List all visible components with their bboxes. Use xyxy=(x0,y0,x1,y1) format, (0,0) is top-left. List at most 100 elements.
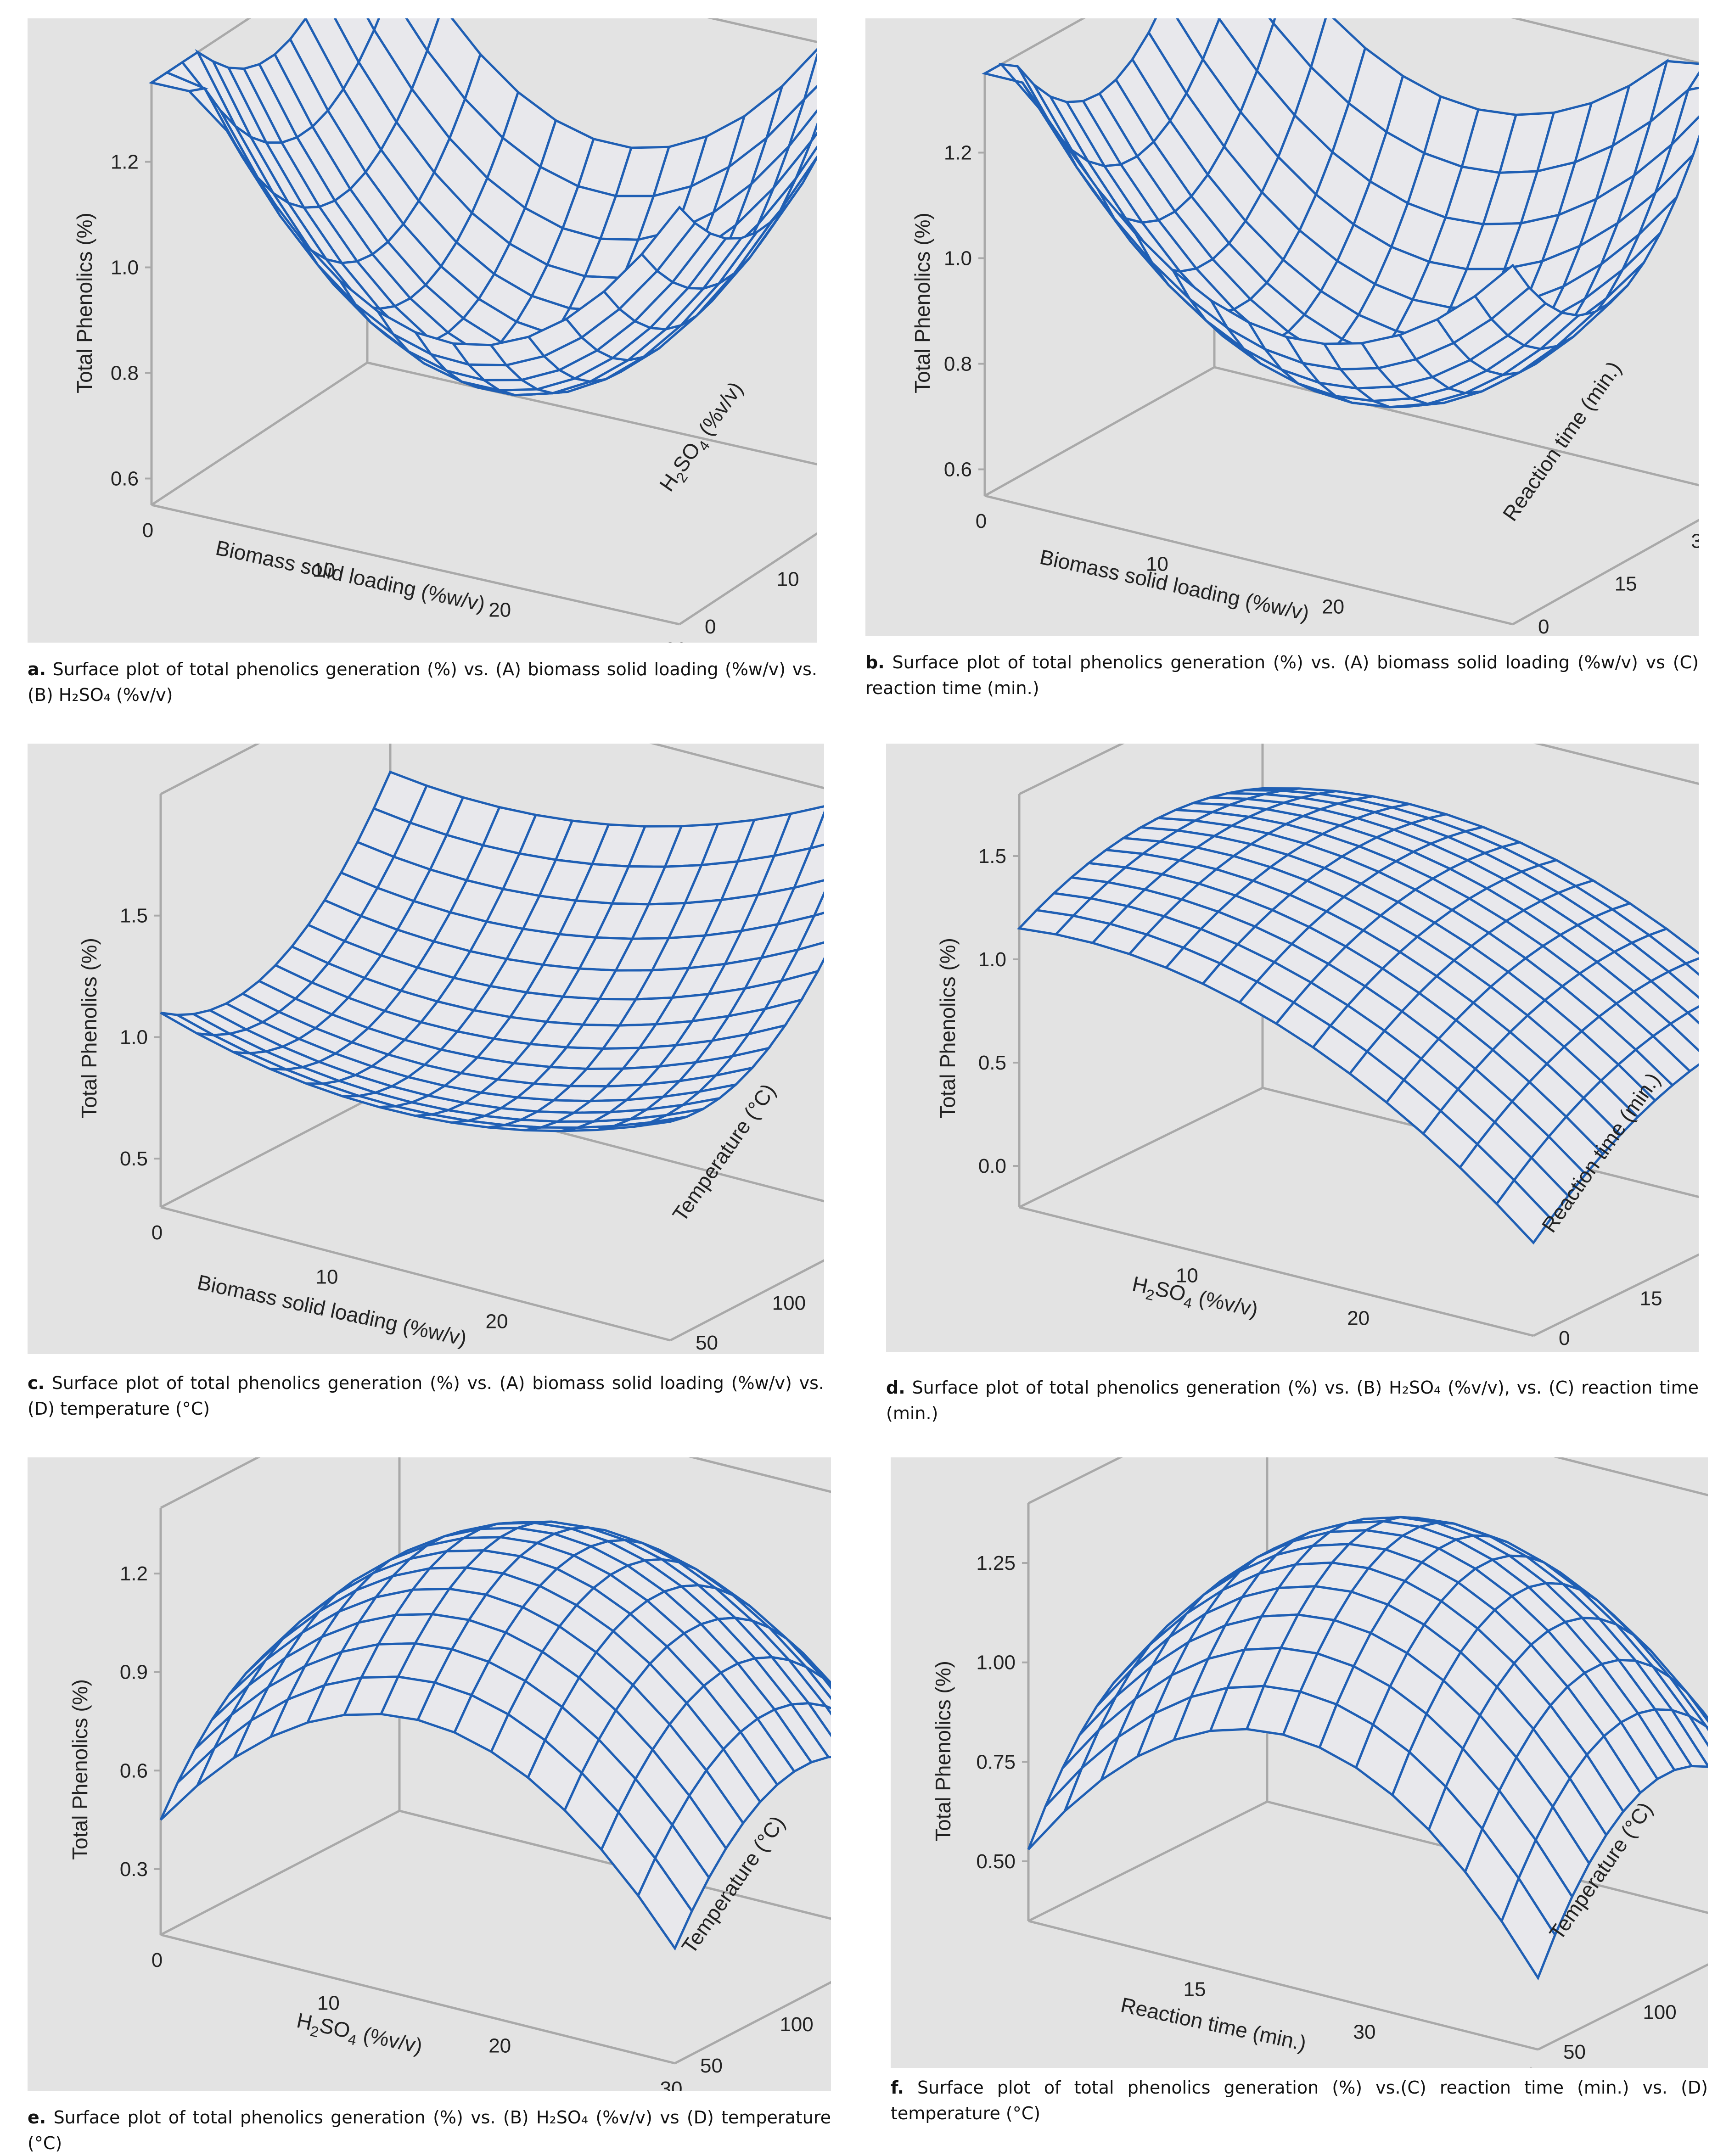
z-tick-label: 1.0 xyxy=(111,257,139,279)
z-tick-label: 1.0 xyxy=(944,247,972,270)
surface-cell xyxy=(1027,1767,1083,1850)
surface-mesh xyxy=(159,1520,831,1951)
panel-f: 0.500.751.001.2515304550100150200Total P… xyxy=(891,1457,1708,2068)
z-tick-label: 1.25 xyxy=(976,1552,1016,1574)
x-axis-label: Biomass solid loading (%w/v) xyxy=(1038,545,1311,625)
y-tick-label: 0 xyxy=(705,616,716,638)
surface-cell xyxy=(159,1747,216,1821)
z-tick-label: 0.50 xyxy=(976,1850,1016,1873)
axis-box-edge xyxy=(649,744,824,790)
axis-box-edge xyxy=(669,1259,824,1342)
x-tick-label: 10 xyxy=(1146,553,1168,575)
surface-plot-f: 0.500.751.001.2515304550100150200Total P… xyxy=(931,1457,1708,2068)
surface-cell xyxy=(637,1856,693,1951)
axis-box-edge xyxy=(160,1809,400,1936)
x-axis-label: Biomass solid loading (%w/v) xyxy=(213,536,487,616)
z-tick-label: 0.0 xyxy=(978,1155,1006,1177)
surface-cell xyxy=(808,810,824,850)
caption-e: e. Surface plot of total phenolics gener… xyxy=(28,2107,831,2153)
y-tick-label: 100 xyxy=(1643,2001,1676,2023)
axis-box-edge xyxy=(1027,1457,1123,1505)
y-tick-label: 0 xyxy=(1538,616,1549,636)
axis-box-edge xyxy=(1019,1206,1534,1337)
y-tick-label: 100 xyxy=(780,2013,813,2036)
axis-box-edge xyxy=(1018,744,1125,795)
caption-f: f. Surface plot of total phenolics gener… xyxy=(891,2078,1708,2123)
surface-cell xyxy=(1473,263,1531,321)
x-tick-label: 0 xyxy=(142,519,153,542)
y-tick-label: 30 xyxy=(1691,530,1699,552)
axis-box-edge xyxy=(674,1981,831,2065)
axis-box-edge xyxy=(151,361,368,506)
axis-box-edge xyxy=(984,18,1086,75)
surface-mesh xyxy=(148,18,817,397)
axis-box-edge xyxy=(984,494,1513,626)
z-tick-label: 0.8 xyxy=(944,353,972,375)
surface-mesh xyxy=(1016,787,1699,1245)
x-tick-label: 20 xyxy=(1347,1307,1370,1330)
axis-box-edge xyxy=(160,1933,675,2065)
x-tick-label: 20 xyxy=(488,599,511,621)
x-tick-label: 30 xyxy=(1519,1350,1541,1352)
surface-mesh xyxy=(982,18,1699,409)
surface-plot-d: 0.00.51.01.51020300153045Total Phenolics… xyxy=(936,744,1699,1352)
axis-box-edge xyxy=(707,18,817,44)
z-axis-label: Total Phenolics (%) xyxy=(73,213,96,393)
x-tick-label: 20 xyxy=(486,1310,508,1333)
x-tick-label: 30 xyxy=(1353,2021,1376,2044)
axis-box-edge xyxy=(1028,1920,1538,2051)
panel-b: 0.60.81.01.201020300153045Total Phenolic… xyxy=(865,18,1699,636)
z-axis-label: Total Phenolics (%) xyxy=(77,938,101,1119)
x-tick-label: 20 xyxy=(488,2035,511,2057)
surface-cell xyxy=(812,890,824,918)
panel-e: 0.30.60.91.2010203050100150200Total Phen… xyxy=(28,1457,831,2091)
surface-cell xyxy=(1685,71,1699,92)
axis-box-edge xyxy=(984,366,1215,497)
axis-box-edge xyxy=(160,1206,671,1342)
axis-box-edge xyxy=(160,1086,391,1209)
axis-box-edge xyxy=(1533,744,1699,785)
y-tick-label: 50 xyxy=(700,2055,723,2077)
z-tick-label: 0.3 xyxy=(120,1858,148,1881)
surface-cell xyxy=(810,121,817,142)
z-tick-label: 0.6 xyxy=(120,1759,148,1782)
z-tick-label: 1.0 xyxy=(978,948,1006,971)
y-tick-label: 50 xyxy=(1563,2041,1586,2063)
y-tick-label: 10 xyxy=(777,568,799,591)
z-tick-label: 0.6 xyxy=(111,468,139,490)
panel-d: 0.00.51.01.51020300153045Total Phenolics… xyxy=(886,744,1699,1352)
z-tick-label: 1.2 xyxy=(944,142,972,164)
axis-box-edge xyxy=(1214,366,1699,487)
panel-a: 0.60.81.01.201020300102030Total Phenolic… xyxy=(28,18,817,643)
surface-plot-e: 0.30.60.91.2010203050100150200Total Phen… xyxy=(68,1457,831,2091)
x-tick-label: 10 xyxy=(316,1266,338,1288)
caption-c: c. Surface plot of total phenolics gener… xyxy=(28,1373,824,1419)
caption-b: b. Surface plot of total phenolics gener… xyxy=(865,652,1699,698)
axis-box-edge xyxy=(1533,1253,1699,1337)
axis-box-edge xyxy=(160,1457,261,1509)
axis-box-edge xyxy=(1537,1963,1708,2051)
x-axis-label: Reaction time (min.) xyxy=(1119,1993,1308,2055)
z-axis-label: Total Phenolics (%) xyxy=(931,1661,955,1842)
z-tick-label: 0.6 xyxy=(944,459,972,481)
surface-mesh xyxy=(160,770,824,1132)
x-tick-label: 10 xyxy=(313,559,335,582)
z-tick-label: 0.75 xyxy=(976,1751,1016,1773)
z-tick-label: 1.00 xyxy=(976,1652,1016,1674)
axis-box-edge xyxy=(1027,1800,1268,1922)
z-tick-label: 1.5 xyxy=(120,905,148,927)
caption-d: d. Surface plot of total phenolics gener… xyxy=(886,1378,1699,1423)
z-tick-label: 0.9 xyxy=(120,1661,148,1684)
axis-box-edge xyxy=(160,744,260,795)
x-tick-label: 0 xyxy=(152,1949,163,1971)
z-tick-label: 0.5 xyxy=(978,1052,1006,1074)
y-tick-label: 0 xyxy=(1559,1327,1570,1350)
x-tick-label: 30 xyxy=(665,638,687,643)
axis-box-edge xyxy=(1512,519,1699,626)
y-axis-label: H2SO4 (%v/v) xyxy=(655,377,751,498)
surface-plot-b: 0.60.81.01.201020300153045Total Phenolic… xyxy=(910,18,1699,636)
x-tick-label: 10 xyxy=(1176,1264,1198,1287)
x-tick-label: 15 xyxy=(1184,1978,1206,2000)
axis-box-edge xyxy=(151,504,680,626)
surface-plot-a: 0.60.81.01.201020300102030Total Phenolic… xyxy=(73,18,817,643)
